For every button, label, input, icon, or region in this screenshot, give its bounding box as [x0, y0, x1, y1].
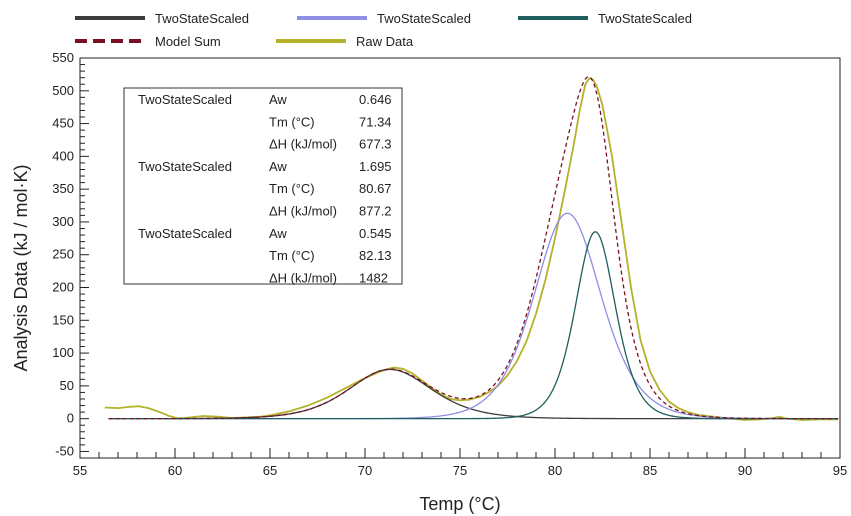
- legend-label: TwoStateScaled: [598, 11, 692, 26]
- param-value: 71.34: [359, 114, 392, 129]
- x-tick-label: 75: [453, 463, 467, 478]
- y-tick-label: 550: [52, 50, 74, 65]
- param-name: ΔH (kJ/mol): [269, 137, 337, 152]
- y-tick-label: -50: [55, 443, 74, 458]
- x-axis: 55 60 65 70 75 80 85 90 95: [73, 448, 847, 478]
- param-value: 0.646: [359, 92, 392, 107]
- param-value: 0.545: [359, 226, 392, 241]
- param-name: Aw: [269, 159, 287, 174]
- y-tick-label: 100: [52, 345, 74, 360]
- y-tick-label: 50: [60, 378, 74, 393]
- param-model-name: TwoStateScaled: [138, 159, 232, 174]
- param-value: 1482: [359, 270, 388, 285]
- param-name: Aw: [269, 226, 287, 241]
- legend: TwoStateScaled TwoStateScaled TwoStateScal…: [75, 11, 692, 49]
- param-value: 1.695: [359, 159, 392, 174]
- x-tick-label: 90: [738, 463, 752, 478]
- x-tick-label: 95: [833, 463, 847, 478]
- param-name: Aw: [269, 92, 287, 107]
- param-name: Tm (°C): [269, 181, 315, 196]
- fit-parameters-frame: [123, 87, 403, 285]
- x-tick-label: 70: [358, 463, 372, 478]
- y-tick-label: 450: [52, 116, 74, 131]
- x-tick-label: 55: [73, 463, 87, 478]
- y-tick-label: 350: [52, 181, 74, 196]
- fit-parameters-box: TwoStateScaled Aw 0.646 Tm (°C) 71.34 ΔH (kJ/…: [123, 87, 403, 285]
- param-value: 877.2: [359, 204, 392, 219]
- y-tick-label: 300: [52, 214, 74, 229]
- y-tick-label: 150: [52, 312, 74, 327]
- x-tick-label: 85: [643, 463, 657, 478]
- y-tick-label: 400: [52, 148, 74, 163]
- param-name: Tm (°C): [269, 248, 315, 263]
- param-value: 82.13: [359, 248, 392, 263]
- param-model-name: TwoStateScaled: [138, 226, 232, 241]
- y-axis-title: Analysis Data (kJ / mol·K): [11, 164, 31, 371]
- x-tick-label: 60: [168, 463, 182, 478]
- plot-curves: [104, 76, 839, 421]
- y-tick-label: 200: [52, 280, 74, 295]
- y-tick-label: 500: [52, 83, 74, 98]
- param-value: 80.67: [359, 181, 392, 196]
- y-tick-label: 250: [52, 247, 74, 262]
- param-name: ΔH (kJ/mol): [269, 204, 337, 219]
- y-tick-label: 0: [67, 411, 74, 426]
- param-name: ΔH (kJ/mol): [269, 270, 337, 285]
- series-line-model-sum-3: [108, 76, 839, 420]
- param-value: 677.3: [359, 137, 392, 152]
- param-model-name: TwoStateScaled: [138, 92, 232, 107]
- legend-label: Model Sum: [155, 34, 221, 49]
- legend-label: TwoStateScaled: [155, 11, 249, 26]
- legend-label: TwoStateScaled: [377, 11, 471, 26]
- x-tick-label: 80: [548, 463, 562, 478]
- y-axis: -50 0 50 100 150 200 250 300 350 400 450 500 550: [52, 50, 89, 459]
- x-tick-label: 65: [263, 463, 277, 478]
- legend-label: Raw Data: [356, 34, 414, 49]
- x-axis-title: Temp (°C): [419, 494, 500, 514]
- param-name: Tm (°C): [269, 114, 315, 129]
